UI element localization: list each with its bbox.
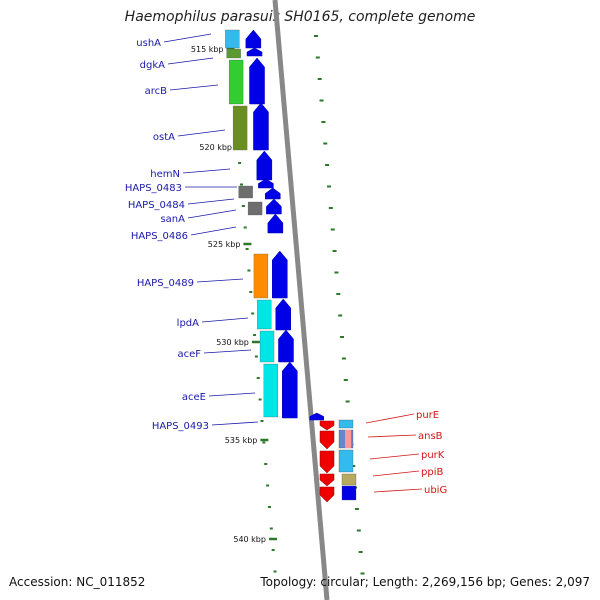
- leader-line: [169, 84, 219, 91]
- leader-line: [211, 421, 259, 426]
- gene-label: sanA: [160, 214, 185, 225]
- gene-label: dgkA: [140, 60, 165, 71]
- kbp-labels: 515 kbp 520 kbp 525 kbp 530 kbp 535 kbp 540 k…: [191, 45, 266, 544]
- leader-line: [208, 392, 256, 397]
- forward-label-leaders: [163, 33, 259, 426]
- map-title: Haemophilus parasuis SH0165, complete ge…: [124, 9, 476, 25]
- accession-text: Accession: NC_011852: [9, 575, 146, 589]
- cds-arrow: [282, 361, 298, 419]
- gene-label: HAPS_0486: [131, 231, 188, 242]
- cog-block: [341, 473, 357, 486]
- cds-arrow-reverse: [319, 420, 335, 431]
- kbp-label: 535 kbp: [225, 436, 258, 445]
- leader-line: [187, 209, 237, 219]
- cds-arrow: [245, 29, 262, 49]
- cds-arrow: [275, 298, 292, 331]
- leader-line: [365, 413, 415, 424]
- cds-arrow: [246, 47, 263, 57]
- cds-arrow-reverse: [319, 450, 335, 474]
- cog-block: [345, 430, 351, 448]
- cog-block: [259, 330, 275, 363]
- topology-text: Topology: circular; Length: 2,269,156 bp…: [260, 575, 590, 589]
- reverse-label-leaders: [365, 413, 423, 493]
- cog-block: [228, 59, 244, 105]
- gene-label: ansB: [418, 431, 443, 442]
- cog-block: [238, 185, 253, 199]
- leader-line: [367, 434, 417, 438]
- gene-label: ostA: [153, 132, 175, 143]
- kbp-label: 525 kbp: [208, 240, 241, 249]
- gene-label: purK: [421, 450, 445, 461]
- gene-label: HAPS_0483: [125, 183, 182, 194]
- leader-line: [373, 488, 423, 493]
- cds-arrow: [256, 150, 273, 181]
- cds-arrow: [258, 178, 274, 189]
- cog-block: [341, 485, 357, 501]
- genome-backbone: [272, 0, 330, 600]
- cds-arrow: [265, 187, 281, 200]
- kbp-label: 515 kbp: [191, 45, 224, 54]
- cog-block: [225, 29, 240, 49]
- leader-line: [196, 278, 244, 283]
- gene-label: ubiG: [424, 485, 447, 496]
- forward-gene-labels: ushA dgkA arcB ostA hemN HAPS_0483 HAPS_0484sa…: [125, 38, 209, 432]
- cog-block: [226, 48, 241, 59]
- leader-line: [201, 317, 249, 323]
- leader-line: [372, 470, 420, 477]
- cog-block: [253, 253, 269, 299]
- cds-arrow-reverse: [319, 430, 335, 450]
- kbp-label: 520 kbp: [199, 143, 232, 152]
- leader-line: [187, 198, 235, 205]
- reverse-gene-labels: purE ansB purK ppiB ubiG: [416, 410, 447, 496]
- cds-arrow: [267, 213, 284, 234]
- forward-cds-arrows: [245, 29, 325, 421]
- gene-label: purE: [416, 410, 439, 421]
- cog-block: [232, 105, 248, 151]
- cds-arrow: [249, 57, 265, 105]
- cds-arrow-reverse: [319, 486, 335, 503]
- cog-block: [338, 449, 354, 473]
- gene-label: HAPS_0484: [128, 200, 185, 211]
- leader-line: [163, 33, 212, 43]
- gene-label: arcB: [145, 86, 168, 97]
- cds-arrow: [309, 412, 325, 421]
- leader-line: [177, 129, 226, 137]
- cds-arrow: [253, 102, 269, 151]
- cog-block: [257, 299, 272, 330]
- cds-arrow-reverse: [319, 473, 335, 487]
- cog-color-blocks: [225, 29, 278, 418]
- leader-line: [203, 349, 252, 354]
- leader-line: [182, 168, 231, 174]
- cds-arrow: [278, 329, 294, 363]
- gene-label: aceF: [177, 349, 201, 360]
- cog-block: [247, 201, 263, 216]
- gene-label: ushA: [136, 38, 161, 49]
- gene-label: ppiB: [421, 467, 443, 478]
- cds-arrow: [272, 250, 288, 299]
- cog-block: [338, 419, 354, 429]
- kbp-label: 540 kbp: [233, 535, 266, 544]
- gene-label: lpdA: [177, 318, 199, 329]
- kbp-label: 530 kbp: [216, 338, 249, 347]
- gene-label: HAPS_0493: [152, 421, 209, 432]
- reverse-cds-arrows: [319, 419, 357, 503]
- gene-label: HAPS_0489: [137, 278, 194, 289]
- cds-arrow: [266, 198, 282, 215]
- leader-line: [190, 226, 237, 236]
- gene-label: aceE: [182, 392, 206, 403]
- leader-line: [369, 453, 420, 460]
- leader-line: [167, 57, 214, 65]
- cog-block: [263, 363, 278, 418]
- gene-label: hemN: [150, 169, 180, 180]
